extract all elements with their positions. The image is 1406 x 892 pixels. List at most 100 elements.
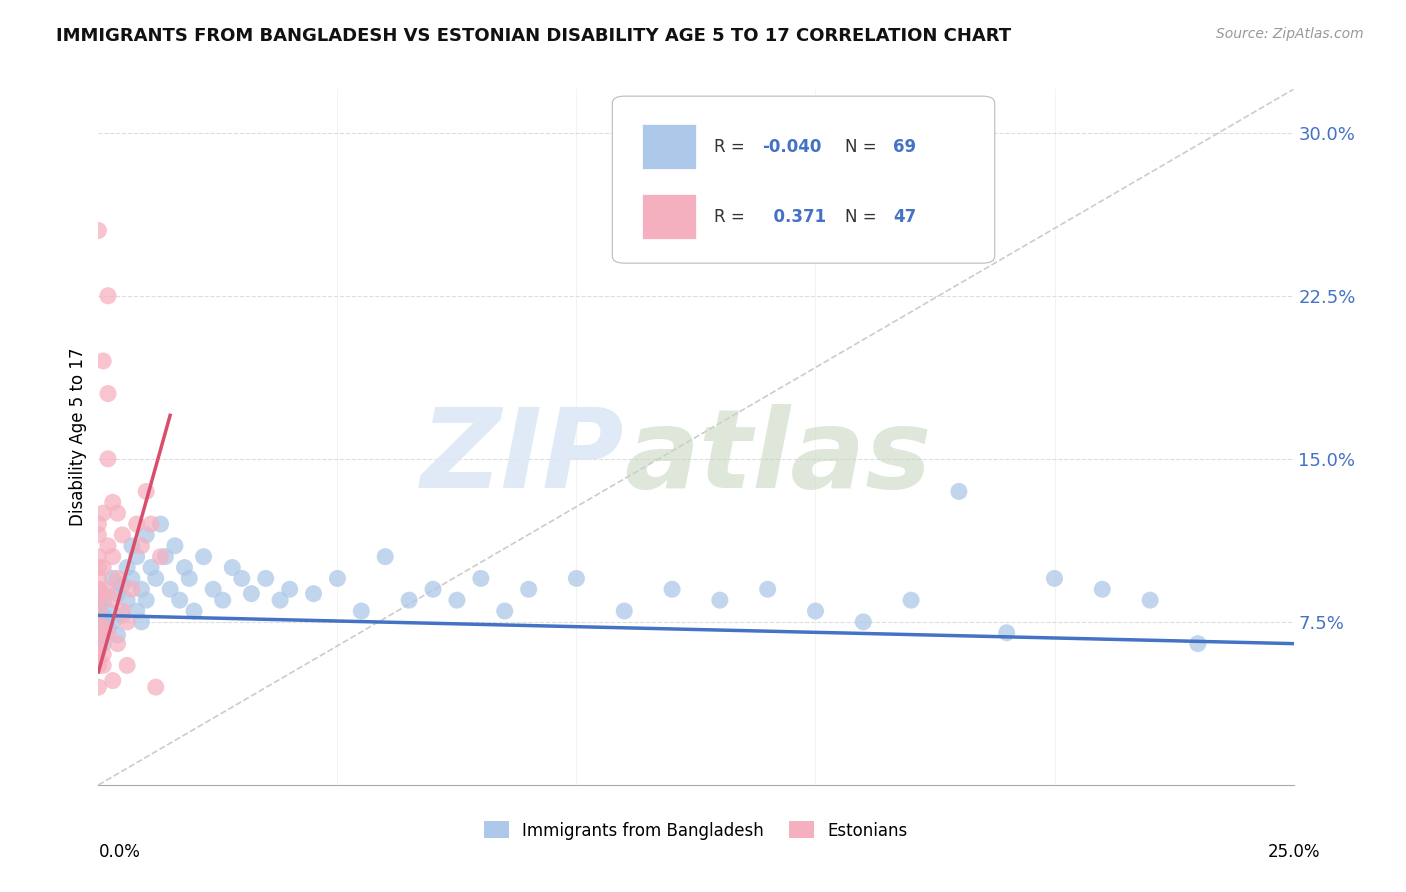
- Point: [155, 549, 177, 564]
- Point: [756, 582, 779, 597]
- Point: [97, 289, 120, 303]
- Point: [231, 571, 253, 585]
- Text: R =: R =: [714, 138, 749, 156]
- Point: [91, 658, 114, 673]
- Point: [101, 593, 124, 607]
- Point: [87, 516, 110, 531]
- Point: [121, 539, 143, 553]
- Point: [422, 582, 444, 597]
- Point: [193, 549, 215, 564]
- Legend: Immigrants from Bangladesh, Estonians: Immigrants from Bangladesh, Estonians: [478, 814, 914, 847]
- Point: [661, 582, 683, 597]
- Point: [91, 587, 114, 601]
- Text: ZIP: ZIP: [420, 404, 624, 511]
- Point: [145, 680, 167, 694]
- Point: [87, 582, 110, 597]
- Point: [107, 637, 129, 651]
- Point: [149, 516, 172, 531]
- FancyBboxPatch shape: [613, 96, 995, 263]
- Point: [179, 571, 201, 585]
- Text: 69: 69: [893, 138, 917, 156]
- Point: [350, 604, 373, 618]
- Point: [135, 484, 157, 499]
- Point: [101, 673, 124, 688]
- Point: [125, 516, 148, 531]
- Point: [169, 593, 191, 607]
- Point: [121, 571, 143, 585]
- Point: [804, 604, 827, 618]
- Point: [613, 604, 636, 618]
- Point: [87, 571, 110, 585]
- Point: [131, 582, 153, 597]
- Point: [87, 604, 110, 618]
- Point: [211, 593, 233, 607]
- Point: [87, 582, 110, 597]
- Point: [101, 549, 124, 564]
- Point: [115, 658, 138, 673]
- Point: [131, 615, 153, 629]
- FancyBboxPatch shape: [643, 124, 696, 169]
- Text: N =: N =: [845, 138, 882, 156]
- Text: 0.0%: 0.0%: [98, 843, 141, 861]
- Point: [87, 560, 110, 574]
- Point: [269, 593, 291, 607]
- Point: [374, 549, 396, 564]
- Point: [87, 658, 110, 673]
- Point: [87, 599, 110, 614]
- Point: [87, 643, 110, 657]
- Point: [97, 604, 120, 618]
- Point: [97, 539, 120, 553]
- Point: [278, 582, 301, 597]
- Point: [107, 628, 129, 642]
- Point: [121, 582, 143, 597]
- Point: [87, 652, 110, 666]
- Point: [173, 560, 195, 574]
- Point: [111, 578, 134, 592]
- Point: [87, 625, 110, 640]
- Point: [139, 516, 162, 531]
- Point: [91, 637, 114, 651]
- Point: [326, 571, 349, 585]
- Point: [1187, 637, 1209, 651]
- Point: [398, 593, 420, 607]
- Point: [115, 615, 138, 629]
- Point: [115, 593, 138, 607]
- Point: [948, 484, 970, 499]
- Point: [101, 495, 124, 509]
- Point: [254, 571, 277, 585]
- Point: [240, 587, 263, 601]
- Text: 25.0%: 25.0%: [1267, 843, 1320, 861]
- Point: [446, 593, 468, 607]
- Point: [470, 571, 492, 585]
- Text: 0.371: 0.371: [762, 208, 825, 226]
- Point: [135, 593, 157, 607]
- Point: [1139, 593, 1161, 607]
- FancyBboxPatch shape: [643, 194, 696, 239]
- Text: Source: ZipAtlas.com: Source: ZipAtlas.com: [1216, 27, 1364, 41]
- Point: [115, 560, 138, 574]
- Text: R =: R =: [714, 208, 749, 226]
- Text: IMMIGRANTS FROM BANGLADESH VS ESTONIAN DISABILITY AGE 5 TO 17 CORRELATION CHART: IMMIGRANTS FROM BANGLADESH VS ESTONIAN D…: [56, 27, 1011, 45]
- Point: [101, 615, 124, 629]
- Point: [87, 593, 110, 607]
- Point: [91, 648, 114, 662]
- Point: [111, 528, 134, 542]
- Text: N =: N =: [845, 208, 882, 226]
- Point: [709, 593, 731, 607]
- Point: [995, 625, 1018, 640]
- Point: [87, 223, 110, 237]
- Point: [111, 608, 134, 623]
- Point: [97, 386, 120, 401]
- Point: [91, 506, 114, 520]
- Point: [87, 615, 110, 629]
- Point: [107, 506, 129, 520]
- Point: [852, 615, 875, 629]
- Point: [145, 571, 167, 585]
- Point: [900, 593, 922, 607]
- Point: [91, 621, 114, 635]
- Point: [91, 593, 114, 607]
- Point: [1043, 571, 1066, 585]
- Point: [97, 451, 120, 466]
- Point: [163, 539, 186, 553]
- Point: [202, 582, 225, 597]
